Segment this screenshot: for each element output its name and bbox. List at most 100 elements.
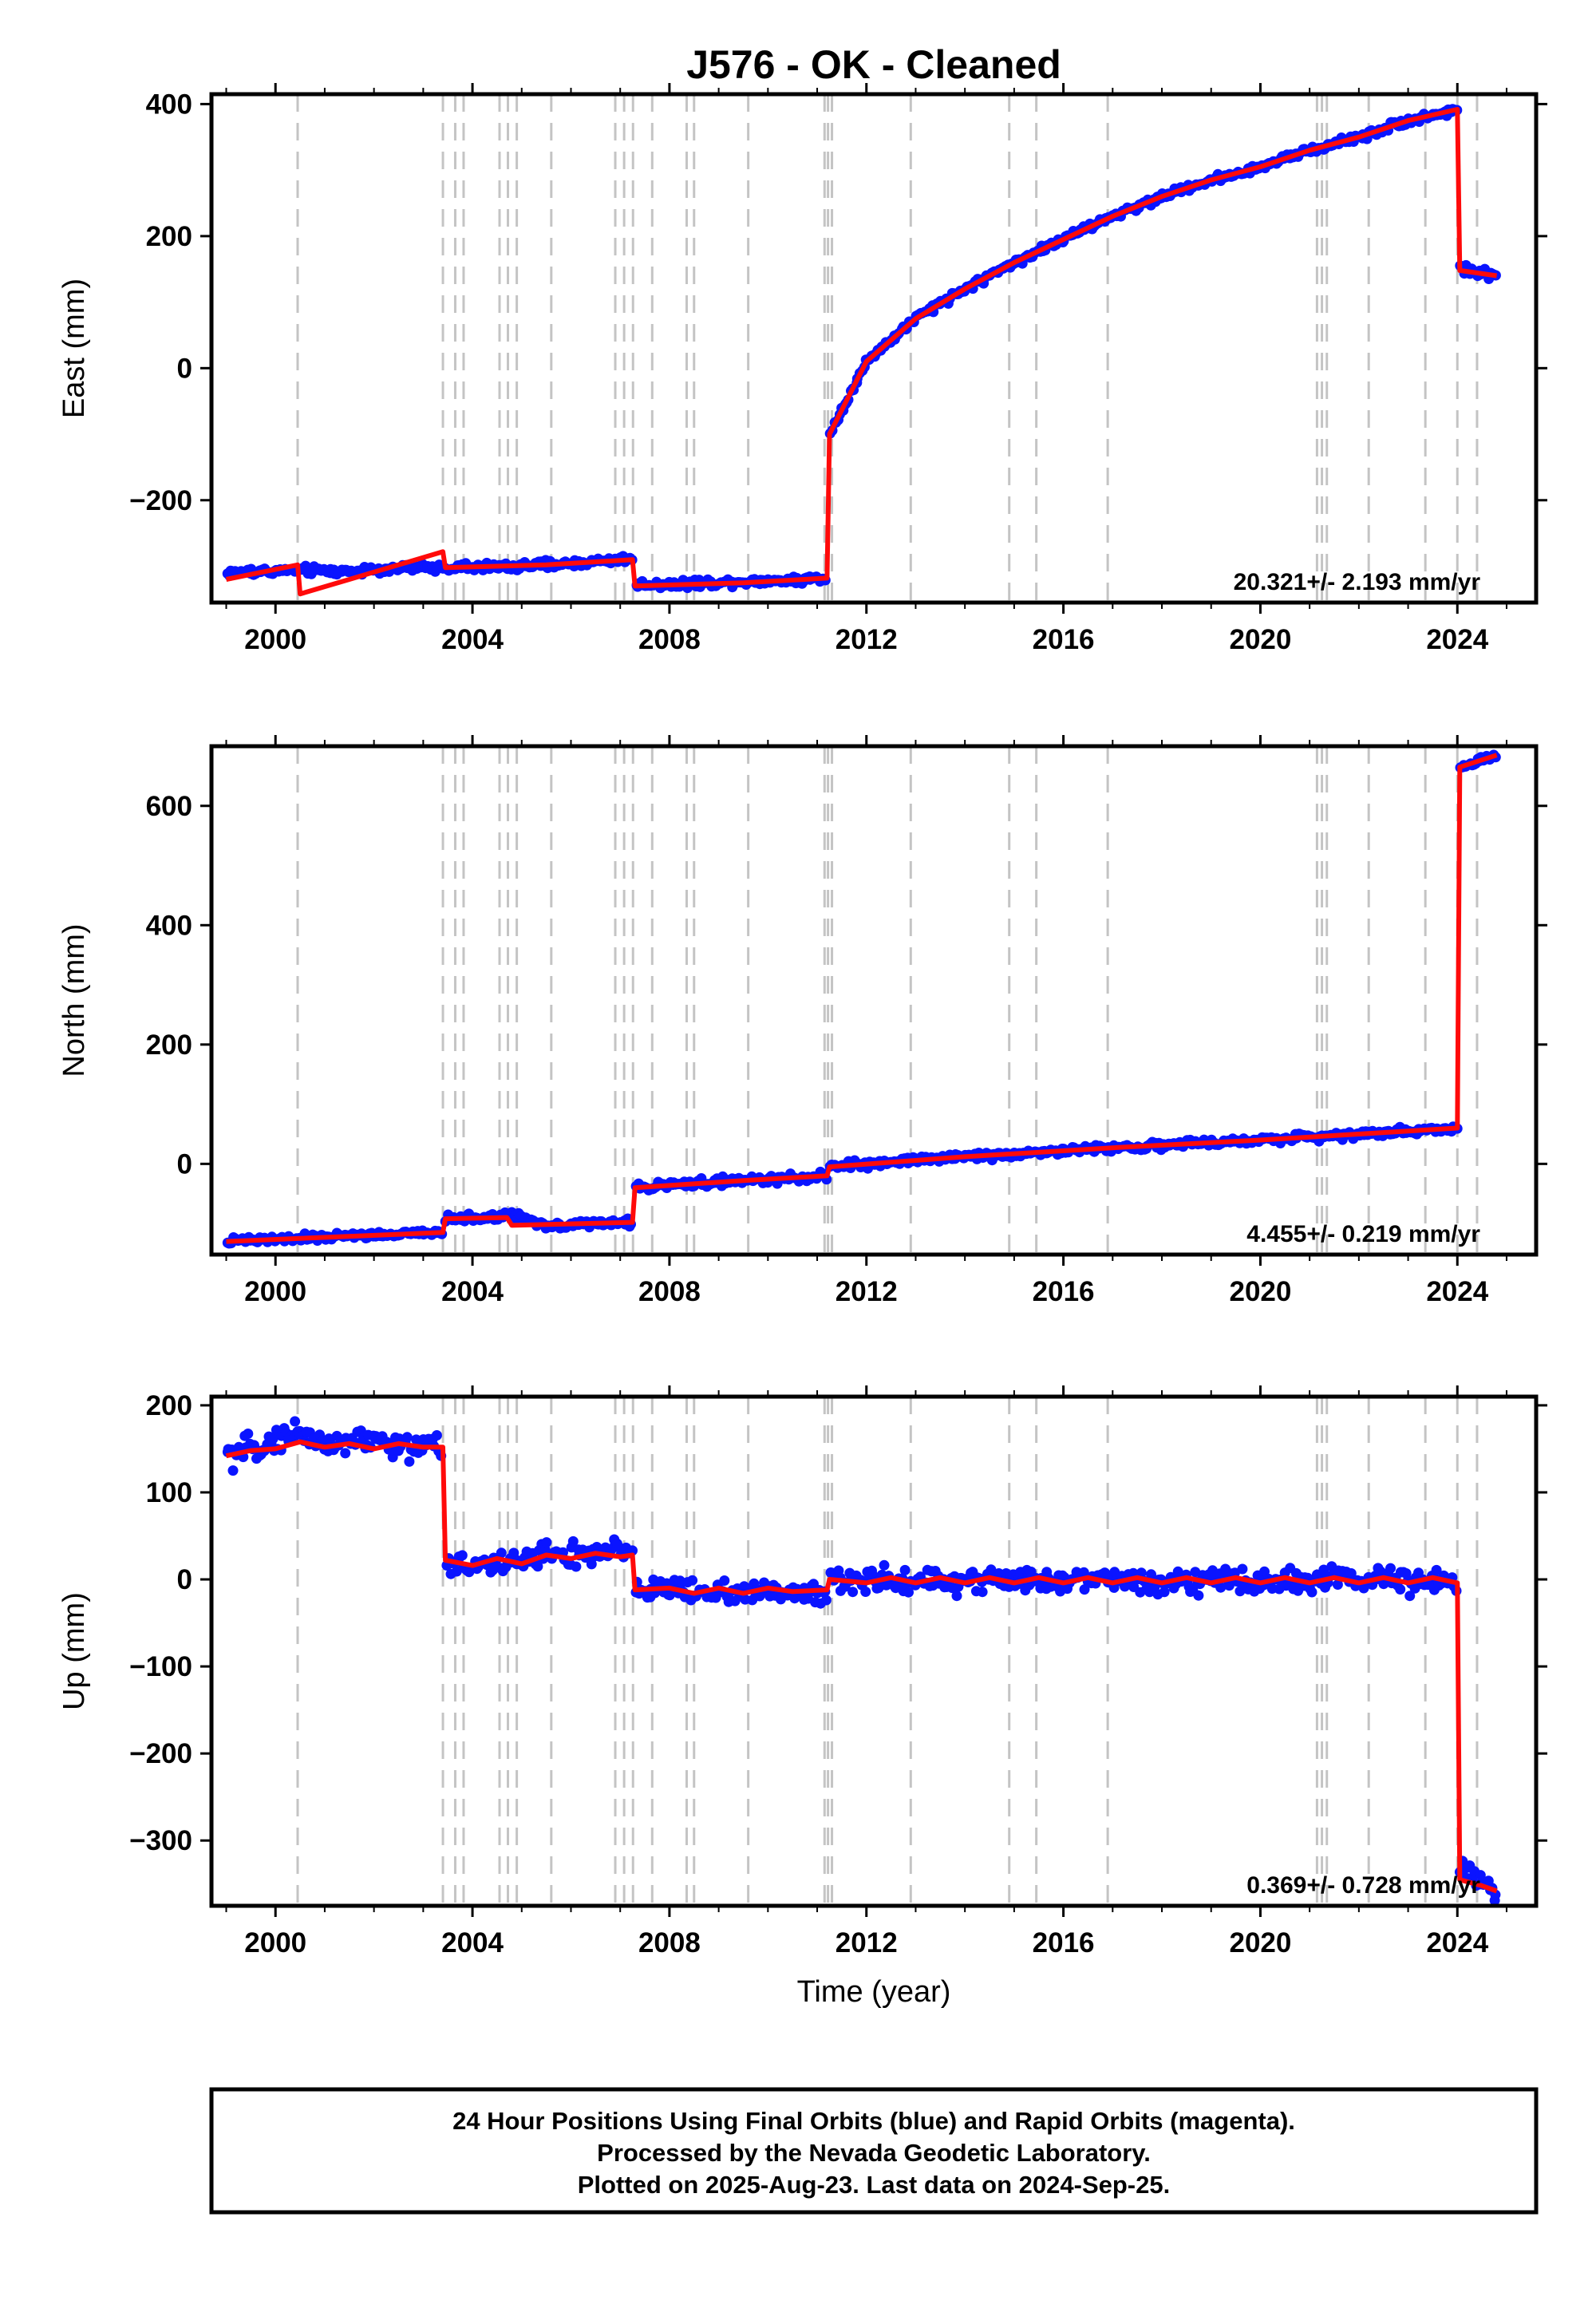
y-tick-label: 200 (146, 221, 192, 252)
x-tick-label: 2008 (638, 624, 701, 655)
north-axis-ticks (200, 735, 1547, 1266)
data-point (1223, 1580, 1235, 1591)
data-point (903, 1587, 914, 1598)
y-tick-label: 100 (146, 1477, 192, 1508)
up-axis-ticks (200, 1385, 1547, 1917)
data-point (860, 1587, 871, 1597)
data-point (1237, 1563, 1248, 1575)
data-point (1079, 1584, 1090, 1595)
up-y-tick-labels: −300 −200 −100 0 100 200 (129, 1390, 192, 1856)
x-tick-label: 2024 (1426, 624, 1488, 655)
data-point (1306, 1587, 1317, 1598)
x-tick-label: 2016 (1033, 1927, 1095, 1958)
x-tick-label: 2000 (244, 624, 306, 655)
footer-box: 24 Hour Positions Using Final Orbits (bl… (209, 2087, 1539, 2215)
data-point (431, 1430, 442, 1441)
x-tick-label: 2008 (638, 1276, 701, 1307)
up-data-points (222, 1416, 1501, 1906)
data-point (847, 1587, 859, 1598)
up-model-line (225, 1439, 1498, 1894)
footer-line-2: Processed by the Nevada Geodetic Laborat… (597, 2139, 1151, 2167)
data-point (532, 1561, 543, 1572)
east-rate-label: 20.321+/- 2.193 mm/yr (1234, 569, 1481, 595)
data-point (1078, 1567, 1089, 1578)
footer-line-3: Plotted on 2025-Aug-23. Last data on 202… (578, 2171, 1170, 2199)
data-point (899, 1564, 911, 1575)
east-y-tick-labels: −200 0 200 400 (129, 89, 192, 516)
x-tick-label: 2020 (1229, 1276, 1291, 1307)
data-point (664, 1590, 675, 1601)
x-tick-label: 2020 (1229, 1927, 1291, 1958)
data-point (1159, 1587, 1170, 1598)
y-tick-label: 400 (146, 89, 192, 120)
data-point (586, 1559, 597, 1570)
x-tick-label: 2024 (1426, 1276, 1488, 1307)
north-y-tick-labels: 0 200 400 600 (146, 791, 192, 1180)
y-tick-label: 0 (177, 353, 192, 384)
x-tick-label: 2012 (836, 1927, 898, 1958)
east-data-points (222, 104, 1501, 594)
y-tick-label: 200 (146, 1390, 192, 1421)
x-tick-label: 2020 (1229, 624, 1291, 655)
data-point (456, 1550, 468, 1561)
x-tick-label: 2024 (1426, 1927, 1488, 1958)
up-panel: 2000 2004 2008 2012 2016 2020 2024 −300−200−10… (57, 1385, 1547, 2009)
north-model-line (226, 753, 1498, 1244)
x-tick-label: 2004 (441, 1927, 504, 1958)
data-point (820, 1595, 832, 1606)
y-tick-label: −200 (129, 1738, 192, 1769)
y-tick-label: 200 (146, 1030, 192, 1061)
north-panel: 2000 2004 2008 2012 2016 2020 2024 0200400600 … (57, 735, 1547, 1307)
east-x-tick-labels: 2000 2004 2008 2012 2016 2020 2024 (244, 624, 1488, 655)
up-frame (209, 1394, 1539, 1908)
north-rate-label: 4.455+/- 0.219 mm/yr (1246, 1221, 1480, 1247)
figure-title: J576 - OK - Cleaned (686, 42, 1061, 87)
east-panel: 2000 2004 2008 2012 2016 2020 2024 −200 0 200 400… (57, 83, 1547, 655)
up-rate-label: 0.369+/- 0.728 mm/yr (1246, 1872, 1480, 1899)
x-tick-label: 2004 (441, 1276, 504, 1307)
north-x-tick-labels: 2000 2004 2008 2012 2016 2020 2024 (244, 1276, 1488, 1307)
data-point (1431, 1564, 1442, 1575)
north-data-points (222, 749, 1501, 1249)
data-point (227, 1465, 239, 1476)
y-tick-label: 0 (177, 1148, 192, 1180)
east-frame (209, 92, 1539, 605)
data-point (290, 1416, 301, 1427)
north-frame (209, 744, 1539, 1257)
up-xlabel: Time (year) (797, 1975, 951, 2009)
x-tick-label: 2008 (638, 1927, 701, 1958)
data-point (401, 1432, 413, 1443)
data-point (267, 1433, 279, 1445)
data-point (567, 1535, 579, 1547)
data-point (719, 1575, 730, 1586)
data-point (1404, 1591, 1416, 1602)
x-tick-label: 2000 (244, 1276, 306, 1307)
data-point (404, 1456, 415, 1467)
x-tick-label: 2016 (1033, 1276, 1095, 1307)
data-point (1215, 1582, 1227, 1593)
y-tick-label: −100 (129, 1651, 192, 1682)
data-point (1385, 1563, 1396, 1574)
y-tick-label: −200 (129, 485, 192, 516)
x-tick-label: 2012 (836, 1276, 898, 1307)
data-point (951, 1591, 962, 1602)
up-x-tick-labels: 2000 2004 2008 2012 2016 2020 2024 (244, 1927, 1488, 1958)
data-point (1136, 1567, 1147, 1579)
data-point (340, 1448, 351, 1459)
data-point (243, 1429, 254, 1439)
y-tick-label: 600 (146, 791, 192, 822)
north-event-lines (296, 746, 1479, 1255)
x-tick-label: 2012 (836, 624, 898, 655)
data-point (1475, 1870, 1486, 1881)
y-tick-label: −300 (129, 1825, 192, 1856)
y-tick-label: 0 (177, 1564, 192, 1595)
data-point (1332, 1579, 1343, 1590)
data-point (687, 1575, 698, 1586)
up-event-lines (296, 1397, 1479, 1906)
footer-frame (209, 2087, 1539, 2215)
east-model-line (225, 107, 1498, 597)
x-tick-label: 2000 (244, 1927, 306, 1958)
north-ylabel: North (mm) (57, 923, 91, 1077)
up-ylabel: Up (mm) (57, 1592, 91, 1710)
